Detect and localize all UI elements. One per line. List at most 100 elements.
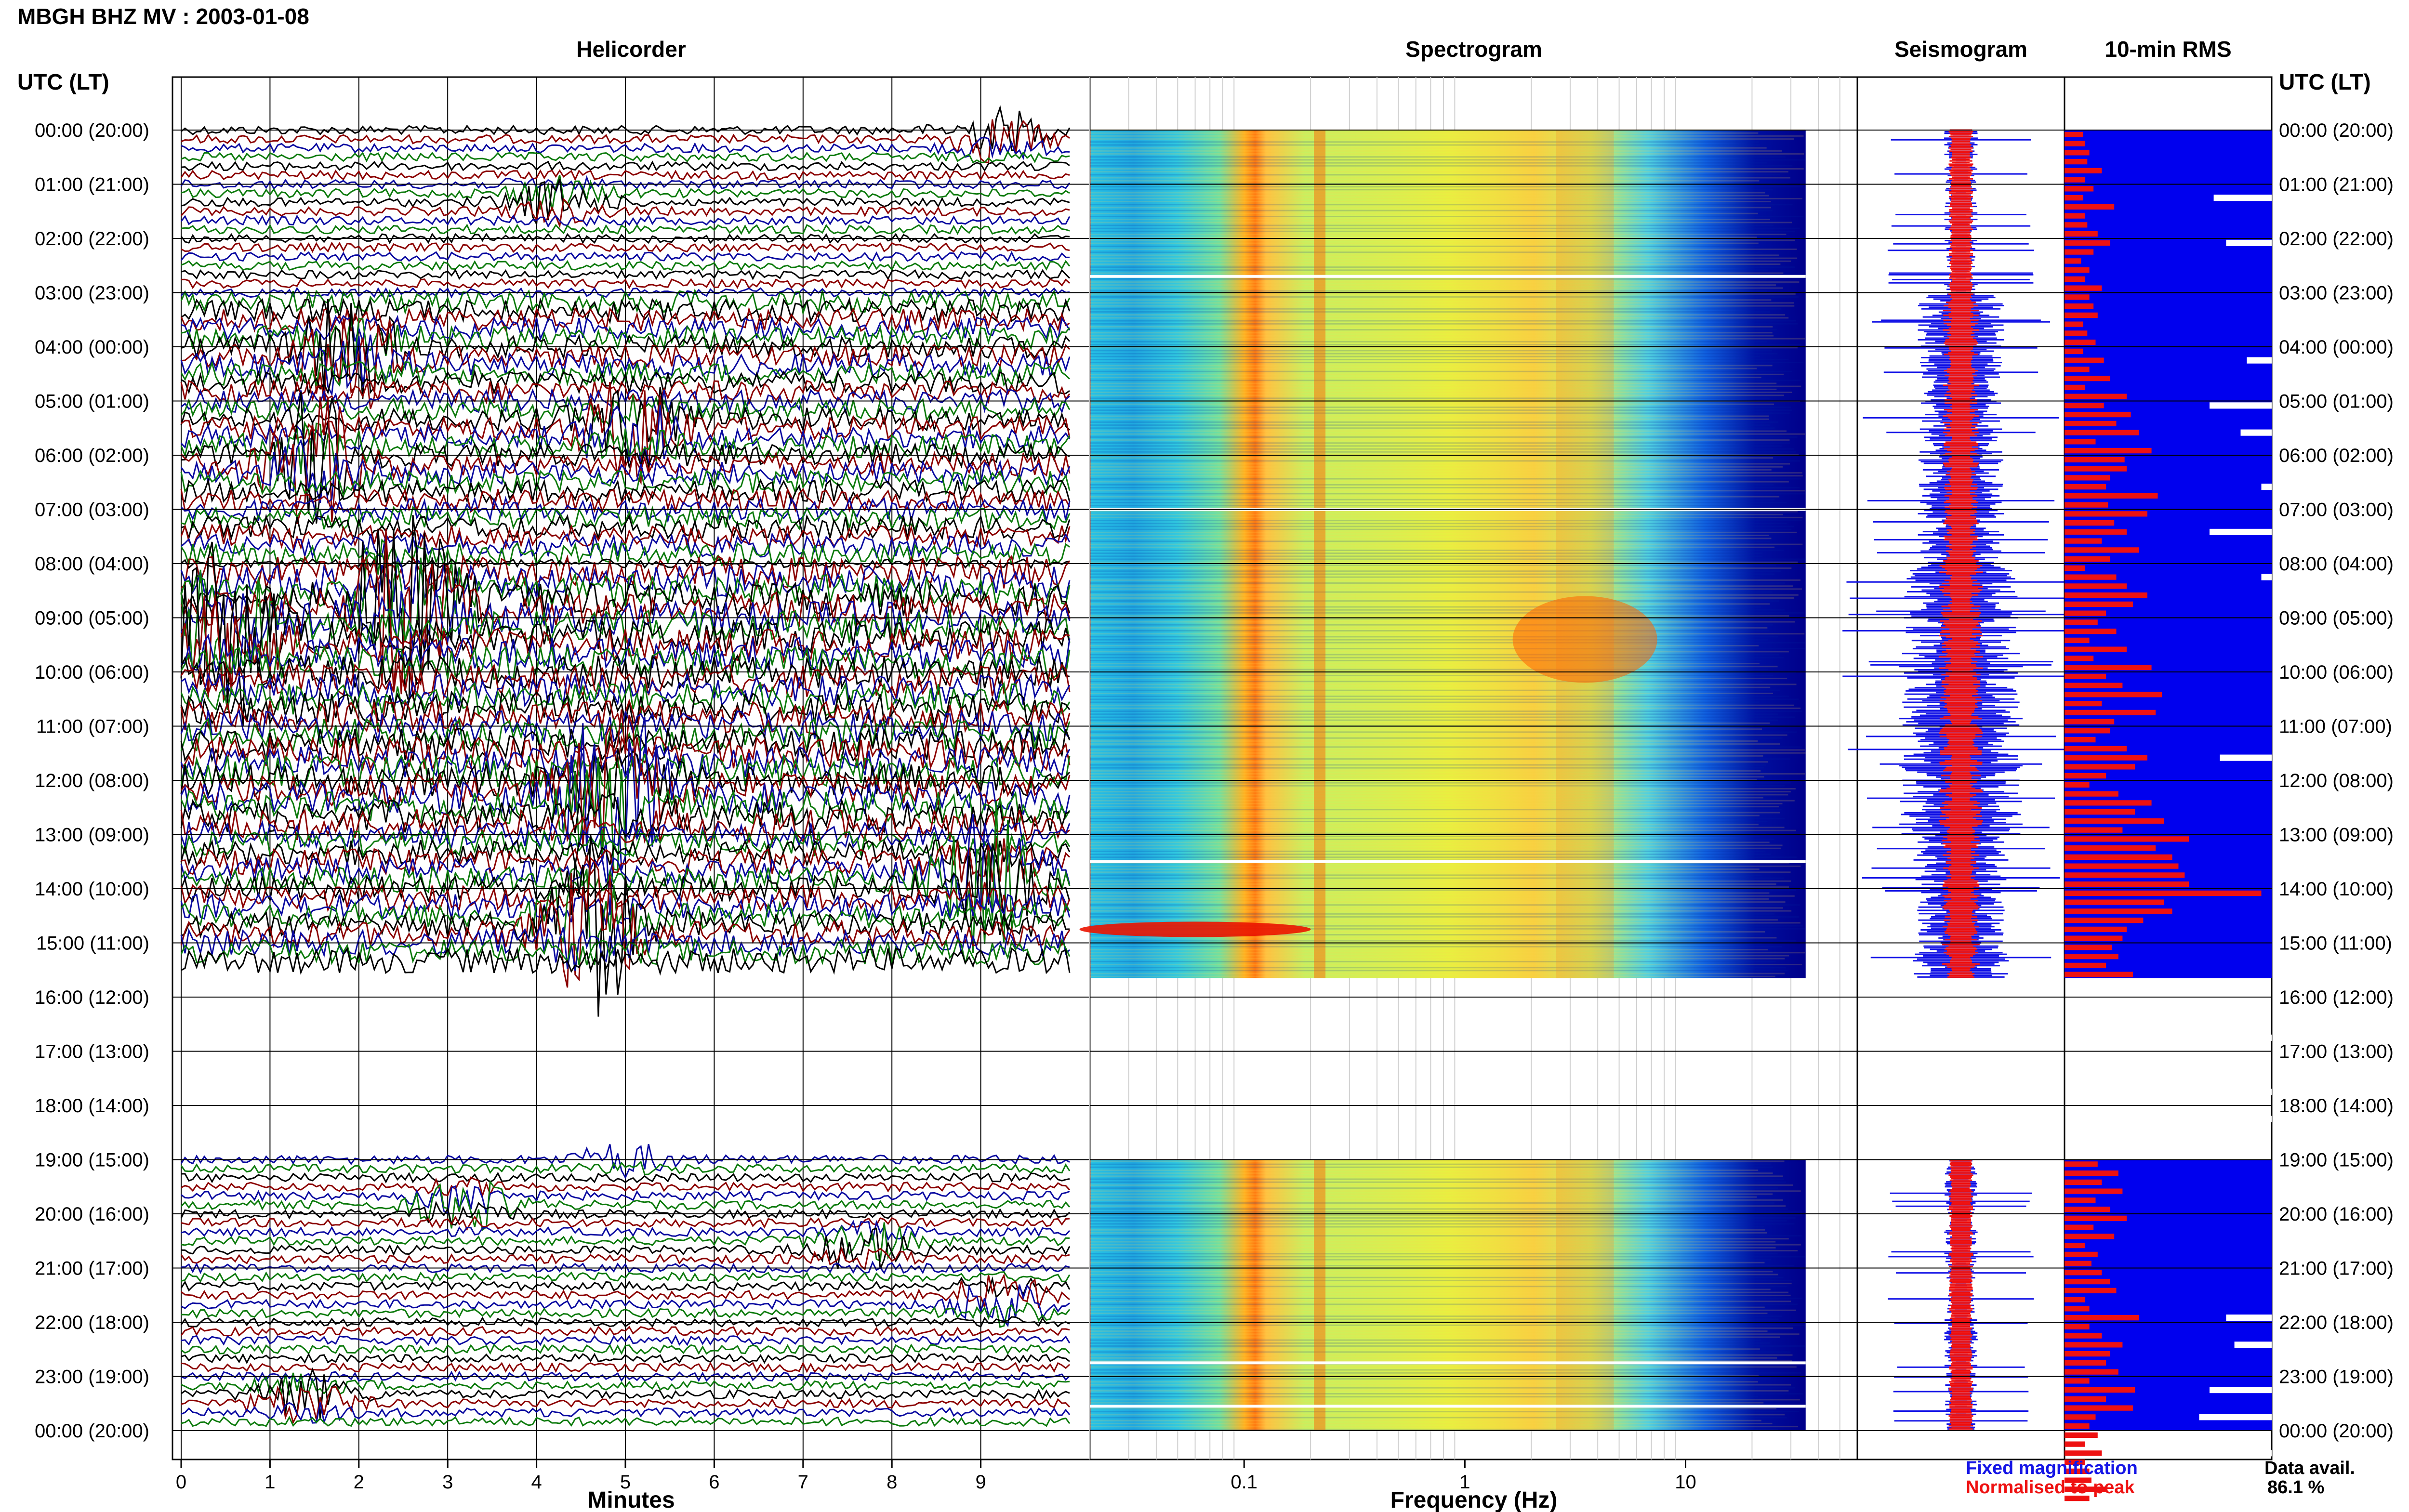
time-label-left: 17:00 (13:00) — [35, 1041, 149, 1063]
rms-bar — [2065, 764, 2135, 770]
helicorder-trace — [180, 233, 1070, 244]
rms-bar — [2065, 529, 2127, 535]
rms-bar — [2065, 1243, 2085, 1249]
helicorder-trace — [181, 278, 1070, 289]
helicorder-trace — [181, 175, 1070, 211]
helicorder-trace — [180, 689, 1071, 727]
helicorder-trace — [181, 368, 1070, 396]
helicorder-trace — [180, 1316, 1070, 1328]
time-axis-header-left: UTC (LT) — [17, 69, 109, 94]
helicorder-trace — [181, 136, 1070, 160]
time-label-left: 23:00 (19:00) — [35, 1367, 149, 1388]
rms-bar — [2065, 719, 2115, 724]
time-label-right: 05:00 (01:00) — [2279, 391, 2394, 412]
rms-bar — [2065, 502, 2108, 508]
rms-bar — [2065, 213, 2085, 219]
time-label-right: 04:00 (00:00) — [2279, 337, 2394, 358]
rms-bar — [2065, 1468, 2090, 1474]
helicorder-trace — [181, 178, 1070, 226]
frequency-tick-label: 0.1 — [1231, 1472, 1257, 1493]
time-label-right: 03:00 (23:00) — [2279, 283, 2394, 304]
rms-bar — [2065, 935, 2123, 941]
helicorder-trace — [181, 633, 1071, 676]
rms-bar — [2065, 249, 2094, 255]
time-label-left: 00:00 (20:00) — [35, 120, 149, 141]
rms-bar — [2065, 1342, 2123, 1348]
rms-bar — [2065, 800, 2152, 806]
rms-bar — [2065, 962, 2106, 968]
panel-title-rms: 10-min RMS — [2105, 37, 2231, 62]
helicorder-trace — [180, 937, 1071, 966]
rms-bar — [2065, 1378, 2090, 1384]
rms-bar — [2065, 466, 2127, 472]
rms-bar — [2065, 538, 2102, 544]
helicorder-trace — [180, 644, 1071, 681]
helicorder-trace — [181, 1271, 1071, 1283]
rms-bar — [2065, 646, 2127, 652]
time-label-left: 05:00 (01:00) — [35, 391, 149, 412]
rms-bar — [2065, 908, 2172, 914]
rms-bar — [2065, 1179, 2102, 1185]
rms-bar — [2065, 177, 2085, 183]
rms-bar — [2065, 150, 2090, 156]
rms-bar — [2065, 954, 2118, 960]
helicorder-trace — [181, 1334, 1071, 1346]
helicorder-trace — [180, 1179, 1071, 1231]
rms-bar — [2065, 746, 2127, 751]
helicorder-trace — [180, 477, 1071, 505]
rms-bar — [2065, 412, 2131, 418]
helicorder-trace — [181, 160, 1070, 172]
helicorder-trace — [181, 318, 1071, 409]
rms-bar — [2065, 330, 2088, 336]
helicorder-trace — [180, 378, 1071, 406]
helicorder-trace — [181, 268, 1071, 281]
minute-tick-label: 5 — [620, 1472, 631, 1493]
rms-bar — [2065, 836, 2189, 842]
helicorder-trace — [180, 663, 1071, 700]
rms-bar — [2065, 854, 2172, 860]
rms-bar — [2065, 403, 2104, 408]
time-label-right: 12:00 (08:00) — [2279, 770, 2394, 791]
helicorder-trace — [181, 837, 1071, 883]
rms-bar — [2065, 692, 2162, 697]
rms-bar — [2065, 1360, 2106, 1366]
time-label-left: 14:00 (10:00) — [35, 879, 149, 900]
rms-bar — [2065, 737, 2096, 743]
rms-gap — [2199, 1414, 2272, 1420]
rms-background-block — [2065, 130, 2272, 978]
rms-bar — [2065, 1297, 2085, 1302]
time-label-left: 20:00 (16:00) — [35, 1204, 149, 1225]
rms-bar — [2065, 899, 2164, 905]
rms-bar — [2065, 574, 2117, 580]
rms-bar — [2065, 728, 2110, 734]
rms-bar — [2065, 683, 2123, 688]
time-label-right: 08:00 (04:00) — [2279, 553, 2394, 575]
helicorder-trace — [181, 835, 1070, 1017]
rms-bar — [2065, 1251, 2098, 1257]
rms-bar — [2065, 493, 2158, 499]
helicorder-trace — [181, 1227, 1071, 1269]
time-label-left: 02:00 (22:00) — [35, 228, 149, 250]
rms-gap — [2226, 239, 2272, 246]
rms-bar — [2065, 619, 2098, 625]
rms-bar — [2065, 1405, 2133, 1411]
rms-bar — [2065, 1279, 2110, 1285]
rms-bar — [2065, 285, 2102, 291]
rms-bar — [2065, 421, 2117, 426]
helicorder-trace — [180, 541, 1070, 568]
time-label-left: 18:00 (14:00) — [35, 1095, 149, 1117]
helicorder-trace — [181, 1385, 1071, 1425]
time-label-right: 20:00 (16:00) — [2279, 1204, 2394, 1225]
helicorder-trace — [181, 1353, 1070, 1365]
time-label-left: 22:00 (18:00) — [35, 1312, 149, 1333]
time-label-right: 01:00 (21:00) — [2279, 174, 2394, 196]
helicorder-trace — [181, 392, 1070, 524]
rms-bar — [2065, 384, 2085, 390]
time-labels-left: 00:00 (20:00) 01:00 (21:00) 02:00 (22:00) 0… — [35, 120, 149, 1442]
rms-bar — [2065, 312, 2098, 318]
helicorder-trace — [181, 387, 1070, 415]
helicorder-trace — [180, 753, 1071, 790]
rms-gap — [2210, 402, 2272, 409]
helicorder-trace — [180, 214, 1071, 228]
helicorder-trace — [180, 175, 1071, 194]
